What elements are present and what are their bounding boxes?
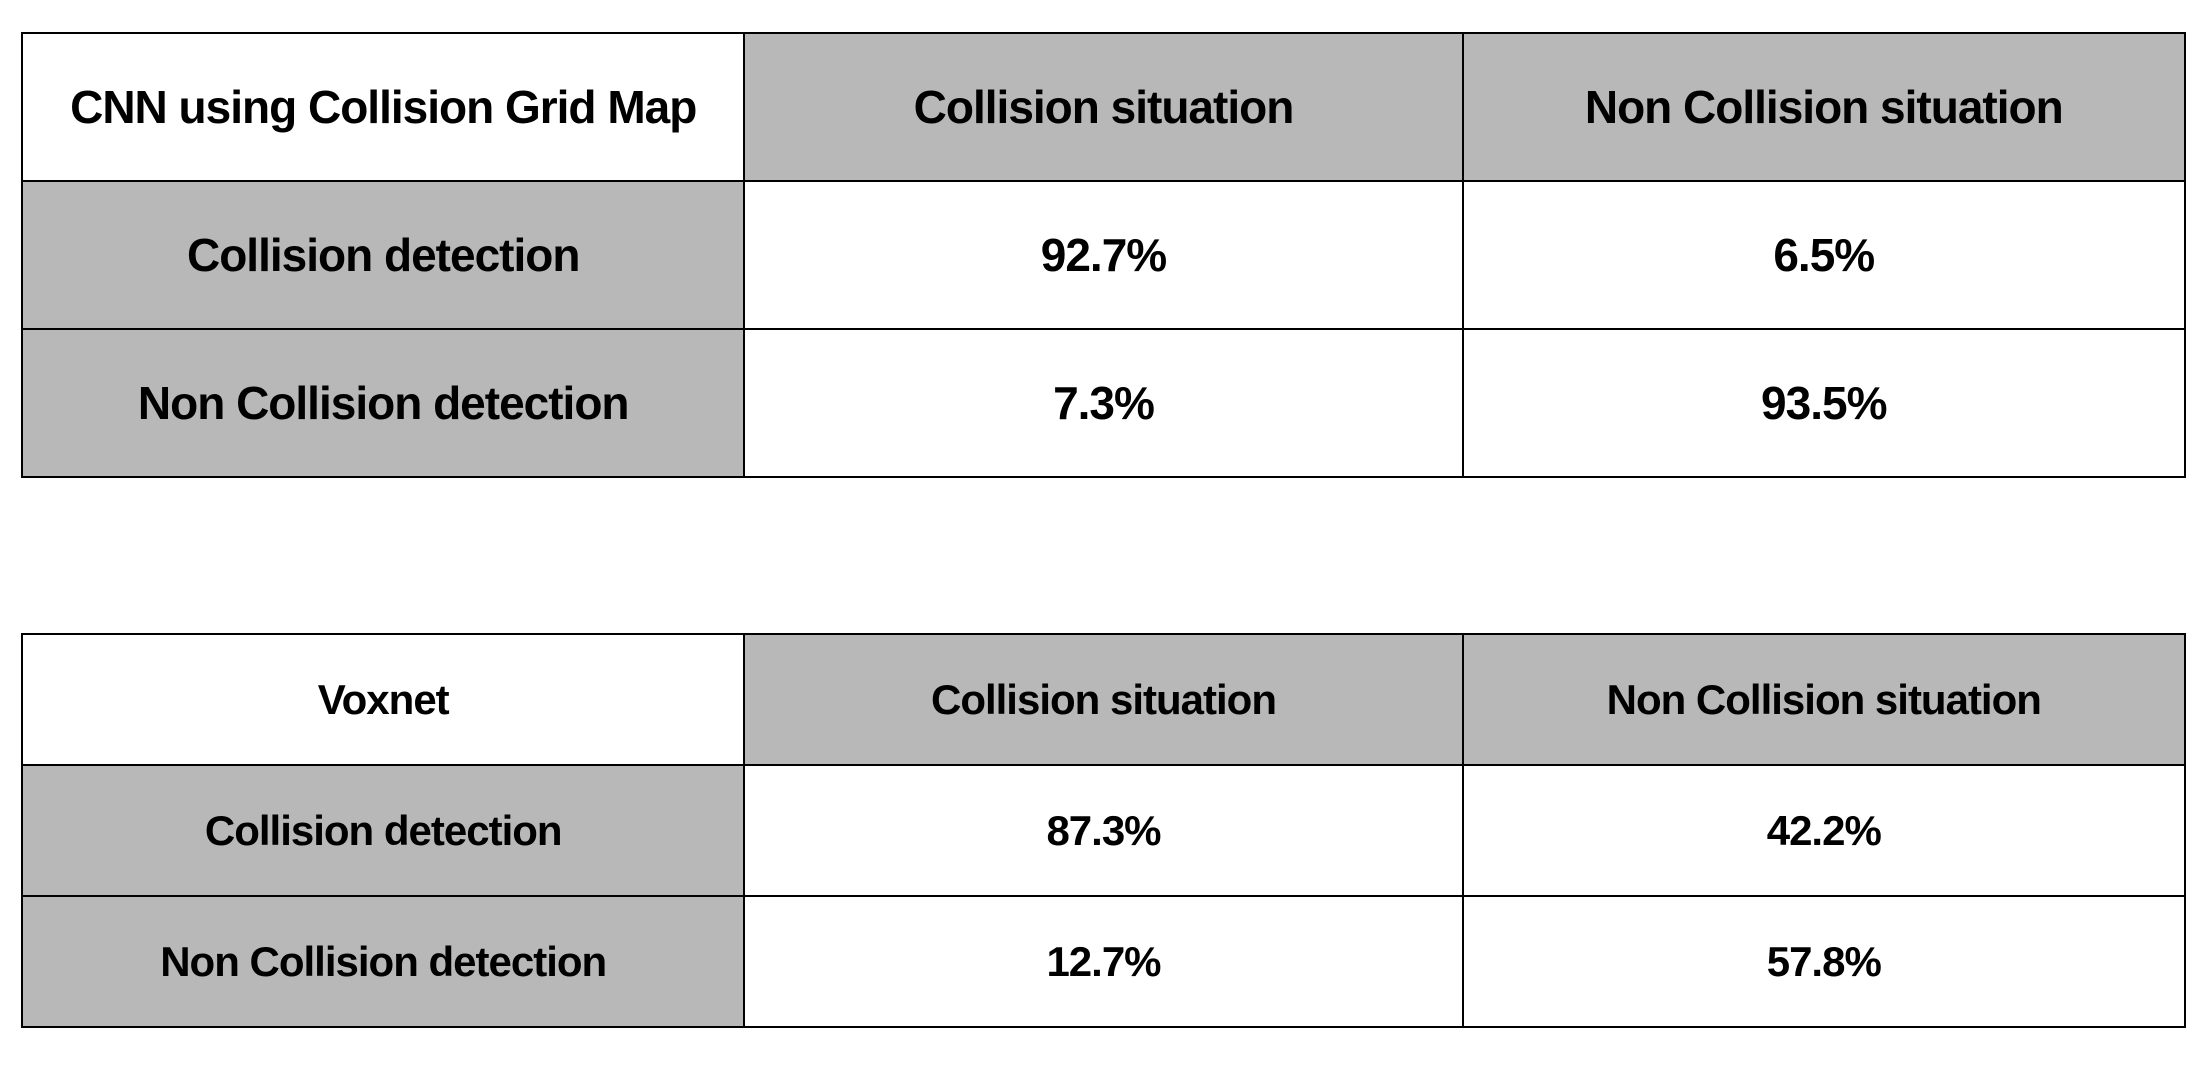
value-cell: 12.7% (743, 895, 1464, 1028)
value-cell: 93.5% (1461, 328, 2187, 478)
table-row: Non Collision detection 7.3% 93.5% (20, 328, 2187, 478)
page: CNN using Collision Grid Map Collision s… (0, 32, 2208, 1091)
table-row: Collision detection 87.3% 42.2% (20, 764, 2187, 897)
value-cell: 87.3% (743, 764, 1464, 897)
row-label-non-collision-detection: Non Collision detection (20, 328, 746, 478)
value-cell: 57.8% (1461, 895, 2187, 1028)
table-title-cell: Voxnet (20, 633, 746, 766)
table-header-row: Voxnet Collision situation Non Collision… (20, 633, 2187, 766)
row-label-collision-detection: Collision detection (20, 180, 746, 330)
cnn-grid-map-table: CNN using Collision Grid Map Collision s… (20, 32, 2187, 478)
table-header-row: CNN using Collision Grid Map Collision s… (20, 32, 2187, 182)
column-header-non-collision-situation: Non Collision situation (1461, 32, 2187, 182)
column-header-collision-situation: Collision situation (743, 32, 1464, 182)
value-cell: 42.2% (1461, 764, 2187, 897)
value-cell: 6.5% (1461, 180, 2187, 330)
table-title-cell: CNN using Collision Grid Map (20, 32, 746, 182)
column-header-collision-situation: Collision situation (743, 633, 1464, 766)
value-cell: 7.3% (743, 328, 1464, 478)
table-row: Collision detection 92.7% 6.5% (20, 180, 2187, 330)
value-cell: 92.7% (743, 180, 1464, 330)
voxnet-table: Voxnet Collision situation Non Collision… (20, 633, 2187, 1028)
row-label-collision-detection: Collision detection (20, 764, 746, 897)
row-label-non-collision-detection: Non Collision detection (20, 895, 746, 1028)
table-row: Non Collision detection 12.7% 57.8% (20, 895, 2187, 1028)
column-header-non-collision-situation: Non Collision situation (1461, 633, 2187, 766)
